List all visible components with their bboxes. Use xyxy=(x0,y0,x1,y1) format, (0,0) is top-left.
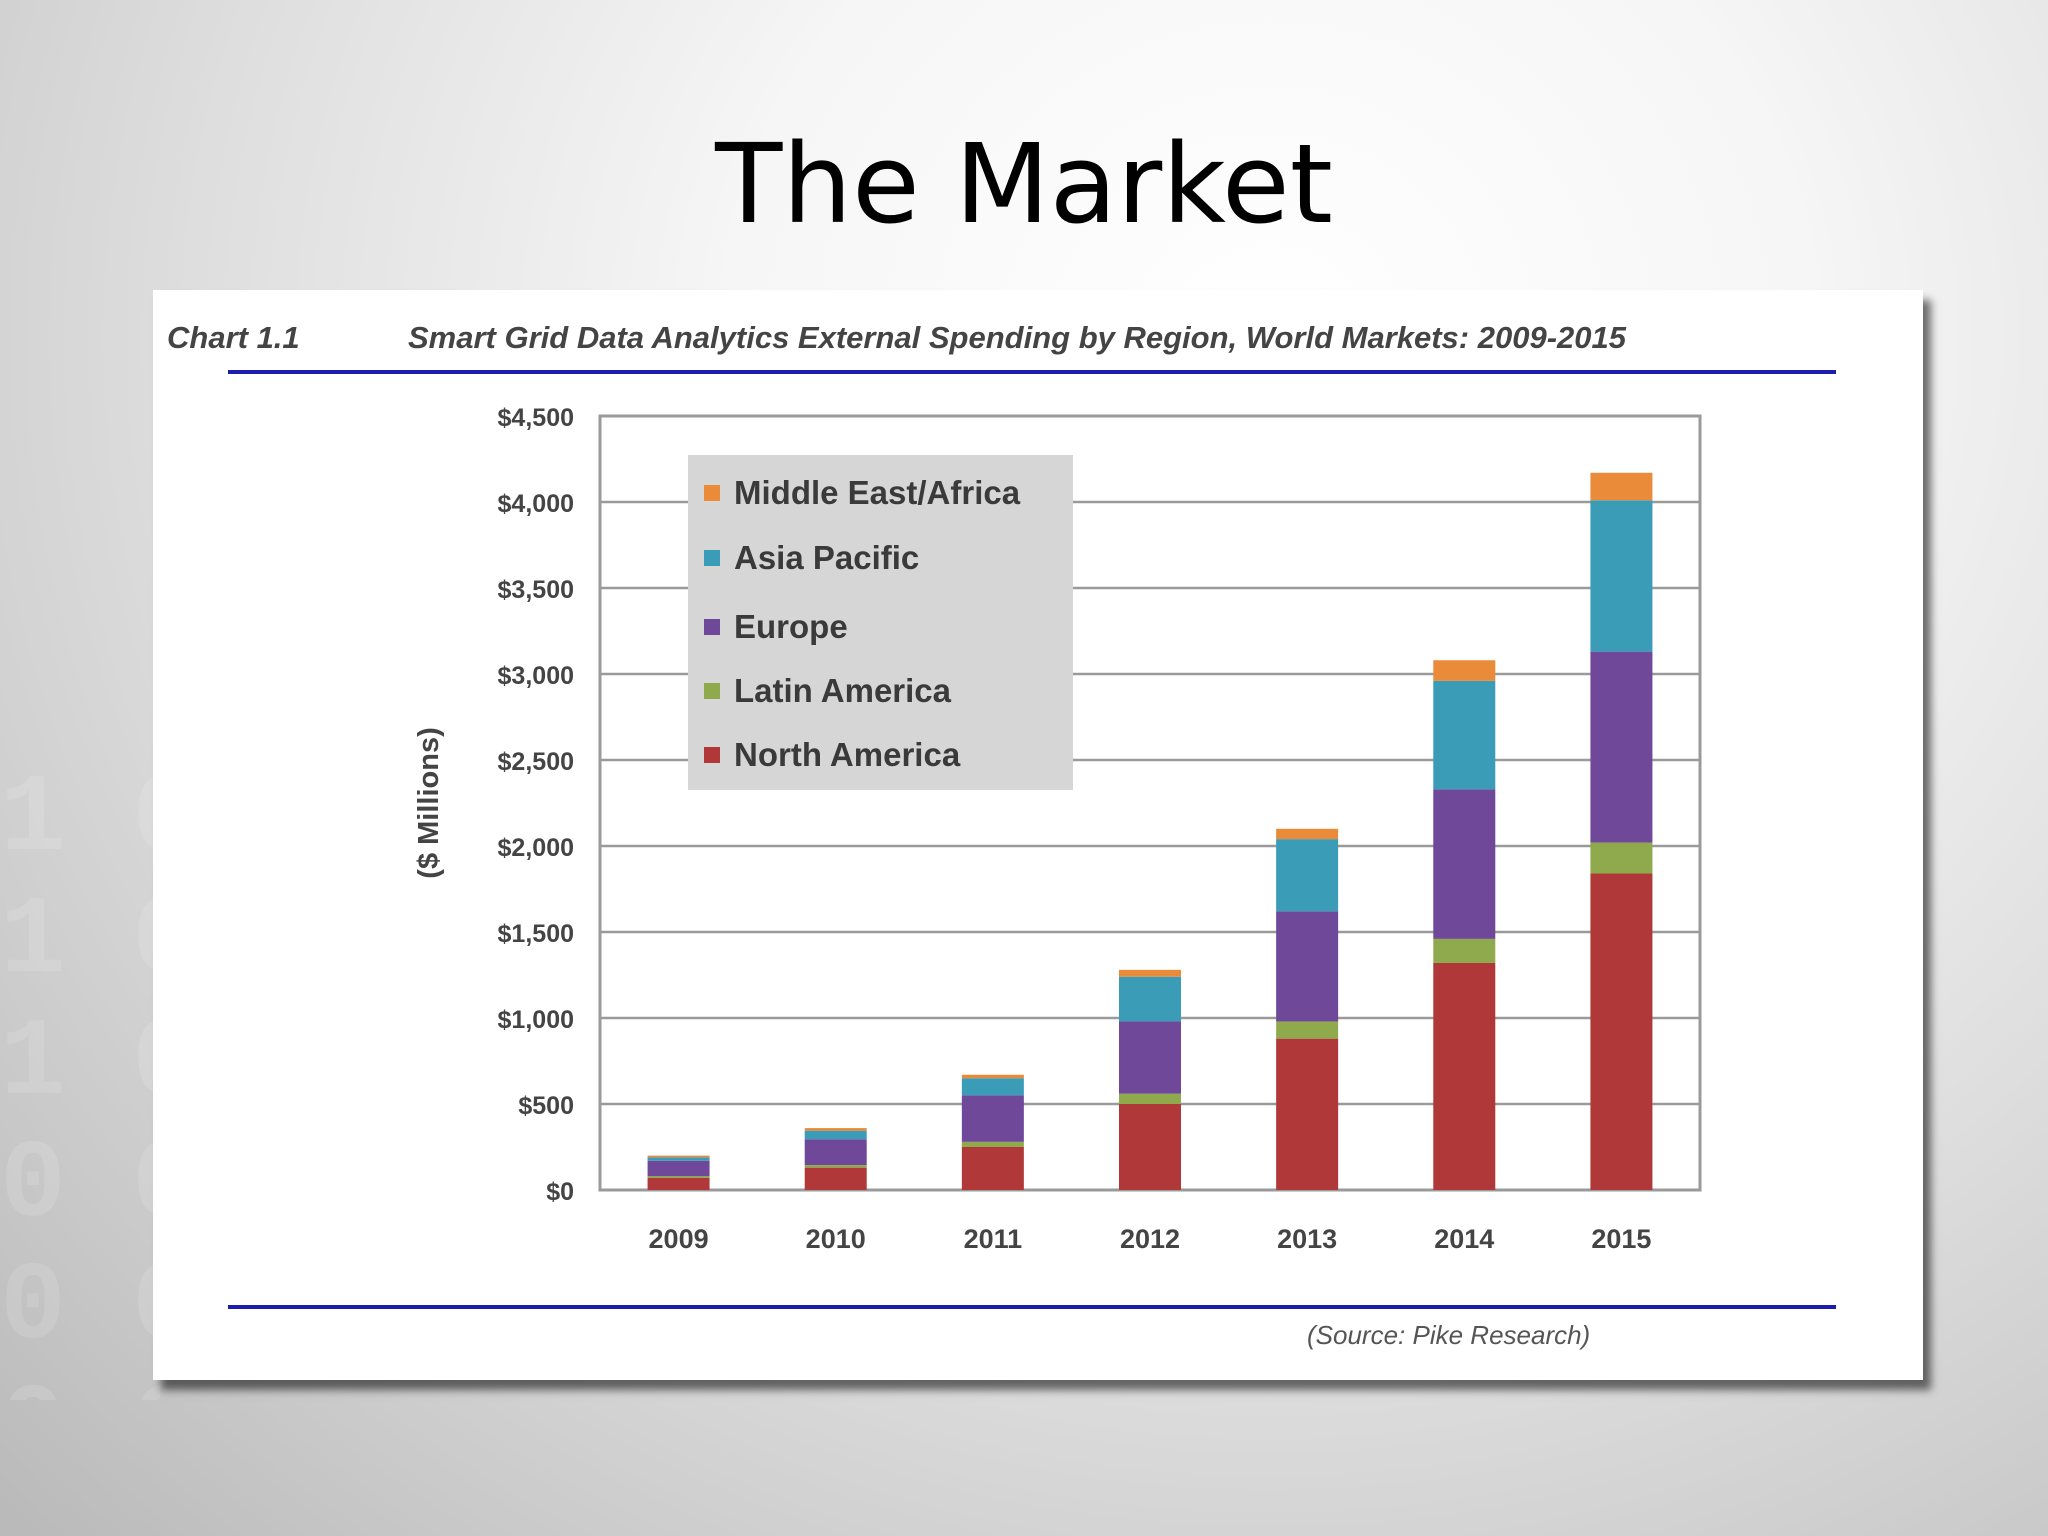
bar-segment-north-america xyxy=(1433,962,1496,1190)
legend-swatch xyxy=(704,619,720,635)
legend-label: Asia Pacific xyxy=(734,539,920,576)
bar-segment-asia-pacific xyxy=(961,1078,1024,1096)
bar-segment-asia-pacific xyxy=(647,1157,710,1161)
top-rule xyxy=(228,370,1836,374)
y-tick-label: $2,000 xyxy=(498,834,574,862)
bar-segment-latin-america xyxy=(1433,938,1496,963)
legend-item: North America xyxy=(704,735,960,775)
bar-segment-latin-america xyxy=(804,1165,867,1168)
bar-segment-asia-pacific xyxy=(1433,680,1496,790)
legend-label: Latin America xyxy=(734,672,952,709)
bottom-rule xyxy=(228,1305,1836,1309)
bar-segment-middle-east-africa xyxy=(1590,472,1653,501)
x-tick-label: 2010 xyxy=(806,1224,866,1254)
bar-segment-latin-america xyxy=(1590,842,1653,874)
bar-segment-north-america xyxy=(1276,1038,1339,1190)
bar-segment-north-america xyxy=(804,1167,867,1190)
y-tick-label: $3,500 xyxy=(498,576,574,604)
y-tick-label: $2,500 xyxy=(498,748,574,776)
bar-segment-middle-east-africa xyxy=(961,1074,1024,1079)
bar-segment-middle-east-africa xyxy=(1119,969,1181,977)
y-tick-label: $500 xyxy=(518,1092,574,1120)
chart-image-frame: Chart 1.1 Smart Grid Data Analytics Exte… xyxy=(153,290,1923,1380)
stacked-bar-chart: $0 $500 $1,000 $1,500 $2,000 $2,500 $3,000 $3,5… xyxy=(413,404,1702,1254)
x-tick-label: 2014 xyxy=(1434,1224,1494,1254)
chart-number: Chart 1.1 xyxy=(167,320,300,355)
bar-segment-north-america xyxy=(647,1177,710,1190)
bar-segment-europe xyxy=(804,1139,867,1166)
bar-segment-europe xyxy=(1433,789,1496,939)
y-tick-label: $0 xyxy=(546,1178,574,1206)
legend-swatch xyxy=(704,683,720,699)
bar-segment-latin-america xyxy=(1276,1021,1339,1039)
x-tick-label: 2012 xyxy=(1120,1224,1180,1254)
legend-item: Asia Pacific xyxy=(704,538,919,578)
y-tick-label: $3,000 xyxy=(498,662,574,690)
bar-segment-asia-pacific xyxy=(1590,500,1653,652)
chart-title: Smart Grid Data Analytics External Spend… xyxy=(408,320,1626,355)
y-tick-label: $4,500 xyxy=(498,404,574,432)
bar-segment-north-america xyxy=(1119,1104,1181,1190)
bar-segment-middle-east-africa xyxy=(1433,660,1496,681)
y-tick-label: $1,000 xyxy=(498,1006,574,1034)
legend-label: North America xyxy=(734,736,961,773)
x-tick-label: 2013 xyxy=(1277,1224,1337,1254)
bar-segment-europe xyxy=(647,1160,710,1177)
legend-label: Middle East/Africa xyxy=(734,474,1021,511)
y-axis-title: ($ Millions) xyxy=(413,727,445,878)
bar-segment-asia-pacific xyxy=(804,1130,867,1140)
x-tick-label: 2015 xyxy=(1591,1224,1651,1254)
bar-segment-europe xyxy=(1119,1021,1181,1094)
bar-segment-asia-pacific xyxy=(1276,839,1339,912)
bar-segment-latin-america xyxy=(647,1176,710,1178)
bar-segment-north-america xyxy=(1590,873,1653,1190)
legend-label: Europe xyxy=(734,608,848,645)
y-tick-label: $1,500 xyxy=(498,920,574,948)
legend-item: Latin America xyxy=(704,671,951,711)
bar-segment-north-america xyxy=(961,1147,1024,1190)
bar-segment-europe xyxy=(961,1095,1024,1142)
x-tick-label: 2009 xyxy=(649,1224,709,1254)
bar-segment-asia-pacific xyxy=(1119,976,1181,1022)
bar-segment-europe xyxy=(1590,651,1653,843)
y-tick-label: $4,000 xyxy=(498,490,574,518)
bar-segment-middle-east-africa xyxy=(1276,828,1339,840)
bar-segment-middle-east-africa xyxy=(647,1155,710,1158)
x-tick-label: 2011 xyxy=(964,1224,1023,1254)
legend-item: Middle East/Africa xyxy=(704,473,1020,513)
bar-segment-latin-america xyxy=(1119,1093,1181,1104)
background-binary-decoration: 1 0 1 0 1 0 0 0 0 0 0 0 xyxy=(0,760,160,1400)
legend-swatch xyxy=(704,747,720,763)
bar-segment-europe xyxy=(1276,911,1339,1022)
legend-swatch xyxy=(704,485,720,501)
bar-segment-middle-east-africa xyxy=(804,1128,867,1131)
legend-swatch xyxy=(704,550,720,566)
chart-source: (Source: Pike Research) xyxy=(1307,1320,1591,1350)
slide-title: The Market xyxy=(715,120,1333,248)
legend-item: Europe xyxy=(704,607,848,647)
chart-legend: Middle East/Africa Asia Pacific Europe Lati… xyxy=(688,455,1073,790)
bar-segment-latin-america xyxy=(961,1141,1024,1147)
